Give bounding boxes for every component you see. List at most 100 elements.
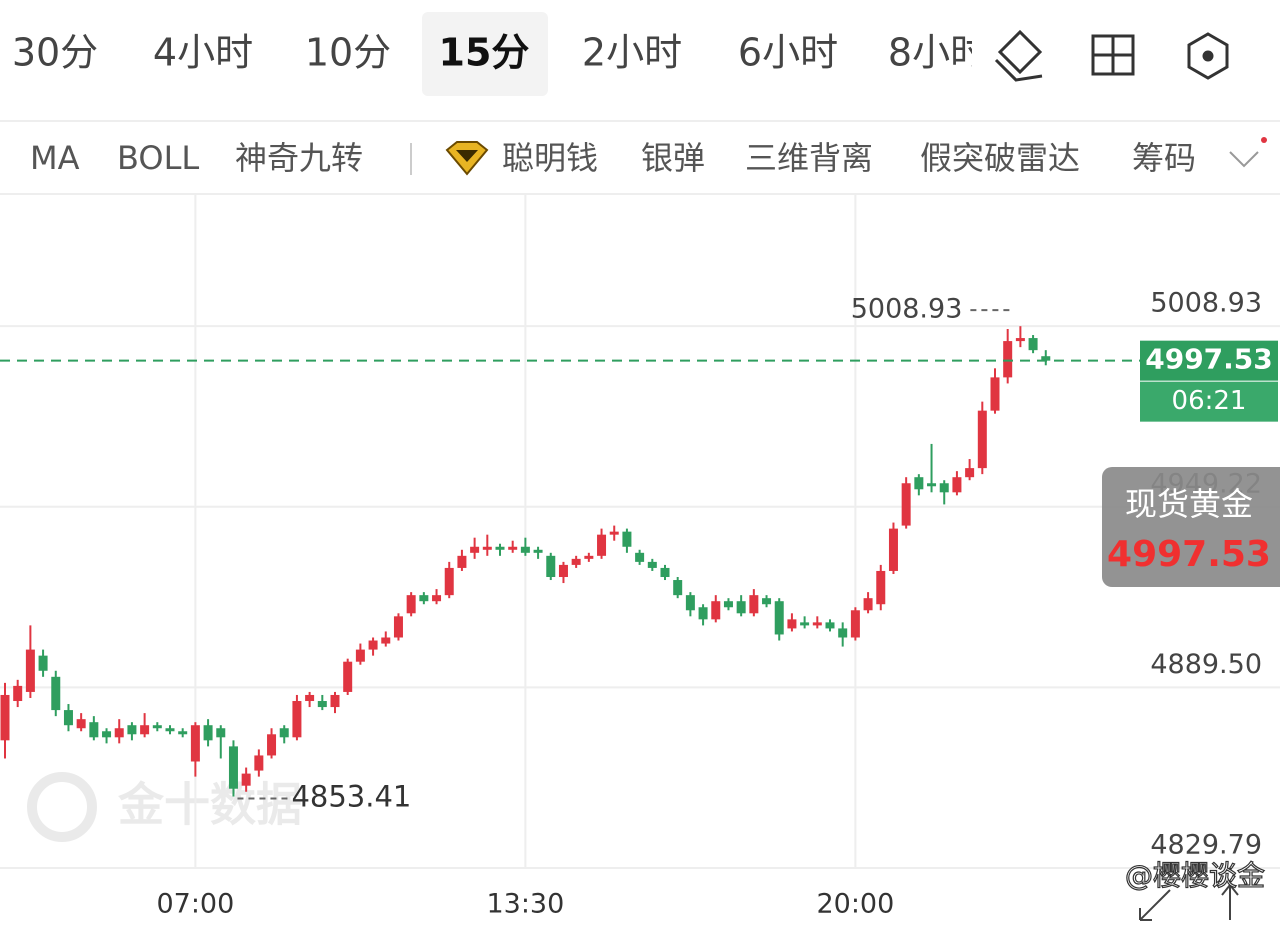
credit: @樱樱谈金 <box>1125 859 1265 892</box>
indicator[interactable]: 银弹 <box>641 139 705 177</box>
candle-body <box>406 595 416 614</box>
candle-body <box>800 622 810 626</box>
instrument-price: 4997.53 <box>1107 534 1271 575</box>
low-label: 4853.41 <box>291 780 411 814</box>
candle-body <box>597 534 607 556</box>
candle-body <box>190 725 200 762</box>
candle-body <box>457 555 467 568</box>
candles <box>0 326 1051 797</box>
selected-tab-bg <box>422 12 548 96</box>
tab[interactable]: 4小时 <box>153 31 253 75</box>
indicator[interactable]: 筹码 <box>1132 139 1196 177</box>
candle-body <box>13 685 23 702</box>
candle-body <box>305 694 315 702</box>
candle-body <box>812 622 822 626</box>
candle-body <box>698 607 708 620</box>
candle-body <box>1028 338 1038 351</box>
candle-body <box>1041 356 1051 361</box>
badge-dot <box>1261 137 1267 143</box>
candle-body <box>89 722 99 738</box>
candle-body <box>51 676 61 711</box>
candle-body <box>470 546 480 553</box>
candle-body <box>317 701 327 708</box>
watermark-text: 金十数据 <box>117 778 302 832</box>
candle-body <box>965 468 975 478</box>
candle-body <box>63 710 73 726</box>
candle-body <box>292 701 302 738</box>
candle-body <box>0 694 10 741</box>
candle-body <box>888 528 898 571</box>
candle-body <box>355 649 365 662</box>
candle-body <box>152 725 162 729</box>
candle-body <box>723 601 733 608</box>
candle-body <box>711 601 721 620</box>
candle-body <box>38 655 48 671</box>
y-tick-label: 5008.93 <box>1150 288 1262 319</box>
indicator[interactable]: 三维背离 <box>745 139 873 177</box>
candle-body <box>432 595 442 602</box>
candle-body <box>343 661 353 692</box>
high-label: 5008.93 <box>851 294 963 325</box>
indicator[interactable]: MA <box>30 139 80 177</box>
indicators: MA BOLL 神奇九转 聪明钱 银弹 三维背离 假突破雷达 筹码 <box>30 139 1196 177</box>
instrument-name: 现货黄金 <box>1125 485 1253 523</box>
tab[interactable]: 6小时 <box>738 31 838 75</box>
last-price-tag <box>1140 340 1278 381</box>
tab[interactable]: 15分 <box>439 31 530 75</box>
indicator[interactable]: 神奇九转 <box>235 139 363 177</box>
candle-body <box>102 731 112 738</box>
candle-body <box>114 728 124 738</box>
candle-body <box>825 622 835 629</box>
candle-body <box>850 610 860 638</box>
draw-tool-icon[interactable] <box>994 29 1043 82</box>
candle-body <box>762 598 772 605</box>
x-tick-label: 07:00 <box>156 889 234 920</box>
candle-body <box>939 483 949 493</box>
x-tick-label: 13:30 <box>486 889 564 920</box>
candle-body <box>520 546 530 553</box>
layout-icon[interactable] <box>1091 34 1135 76</box>
candle-body <box>216 728 226 738</box>
indicator[interactable]: 聪明钱 <box>502 139 598 177</box>
candle-body <box>673 580 683 596</box>
tab[interactable]: 30分 <box>12 31 98 75</box>
candle-body <box>647 561 657 568</box>
candle-body <box>228 746 238 789</box>
candle-body <box>1015 338 1025 342</box>
candle-body <box>254 755 264 771</box>
candle-body <box>267 734 277 756</box>
expand-icon[interactable] <box>1229 151 1259 168</box>
tab[interactable]: 2小时 <box>582 31 682 75</box>
plot: 07:0013:3020:004829.794889.504949.225008… <box>0 195 1280 921</box>
indicator[interactable]: 假突破雷达 <box>920 139 1080 177</box>
settings-icon[interactable] <box>1187 32 1229 80</box>
candle-body <box>330 694 340 708</box>
candle-body <box>444 567 454 596</box>
candle-body <box>571 558 581 565</box>
candle-body <box>482 546 492 550</box>
indicator[interactable]: BOLL <box>117 139 199 177</box>
candle-body <box>495 546 505 550</box>
candle-body <box>76 719 86 729</box>
candle-body <box>952 477 962 493</box>
candle-body <box>203 725 213 741</box>
candle-body <box>990 377 1000 411</box>
tab[interactable]: 8小时 <box>888 31 988 75</box>
candle-body <box>558 564 568 578</box>
candle-body <box>419 595 429 602</box>
tab[interactable]: 10分 <box>305 31 391 75</box>
candle-body <box>533 549 543 553</box>
candle-body <box>1003 341 1013 378</box>
instrument-panel <box>1102 467 1280 587</box>
diamond-icon-inner <box>456 150 478 162</box>
candle-body <box>127 725 137 735</box>
countdown-text: 06:21 <box>1172 386 1247 416</box>
candle-body <box>901 483 911 526</box>
expand-arrows[interactable] <box>1139 883 1239 921</box>
candle-body <box>368 640 378 650</box>
candle-body <box>546 555 556 578</box>
candle-body <box>393 616 403 638</box>
candle-body <box>736 601 746 614</box>
